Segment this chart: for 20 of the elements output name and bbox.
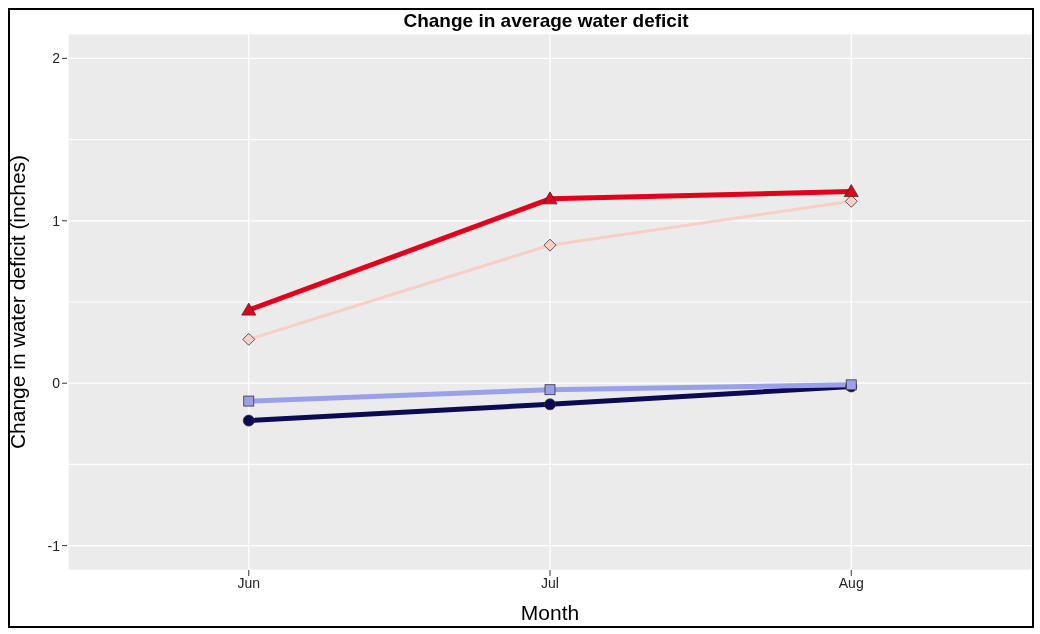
point bbox=[242, 332, 256, 346]
point bbox=[243, 395, 255, 407]
point bbox=[544, 384, 556, 396]
point bbox=[242, 414, 255, 427]
point bbox=[544, 398, 556, 411]
x-tick-label: Jun bbox=[237, 574, 261, 591]
point bbox=[844, 194, 858, 208]
point bbox=[241, 302, 257, 316]
chart-title: Change in average water deficit bbox=[402, 10, 690, 32]
y-tick-label: 1 bbox=[52, 212, 61, 229]
y-axis-title: Change in water deficit (inches) bbox=[6, 154, 30, 450]
y-tick-label: -1 bbox=[47, 537, 61, 554]
x-tick-label: Aug bbox=[838, 574, 864, 591]
x-axis-title: Month bbox=[520, 601, 580, 624]
point bbox=[843, 184, 859, 197]
point bbox=[543, 238, 557, 252]
x-tick-label: Jul bbox=[541, 574, 559, 591]
point bbox=[542, 191, 558, 205]
y-tick-label: 2 bbox=[52, 50, 61, 67]
y-tick-label: 0 bbox=[52, 375, 61, 392]
